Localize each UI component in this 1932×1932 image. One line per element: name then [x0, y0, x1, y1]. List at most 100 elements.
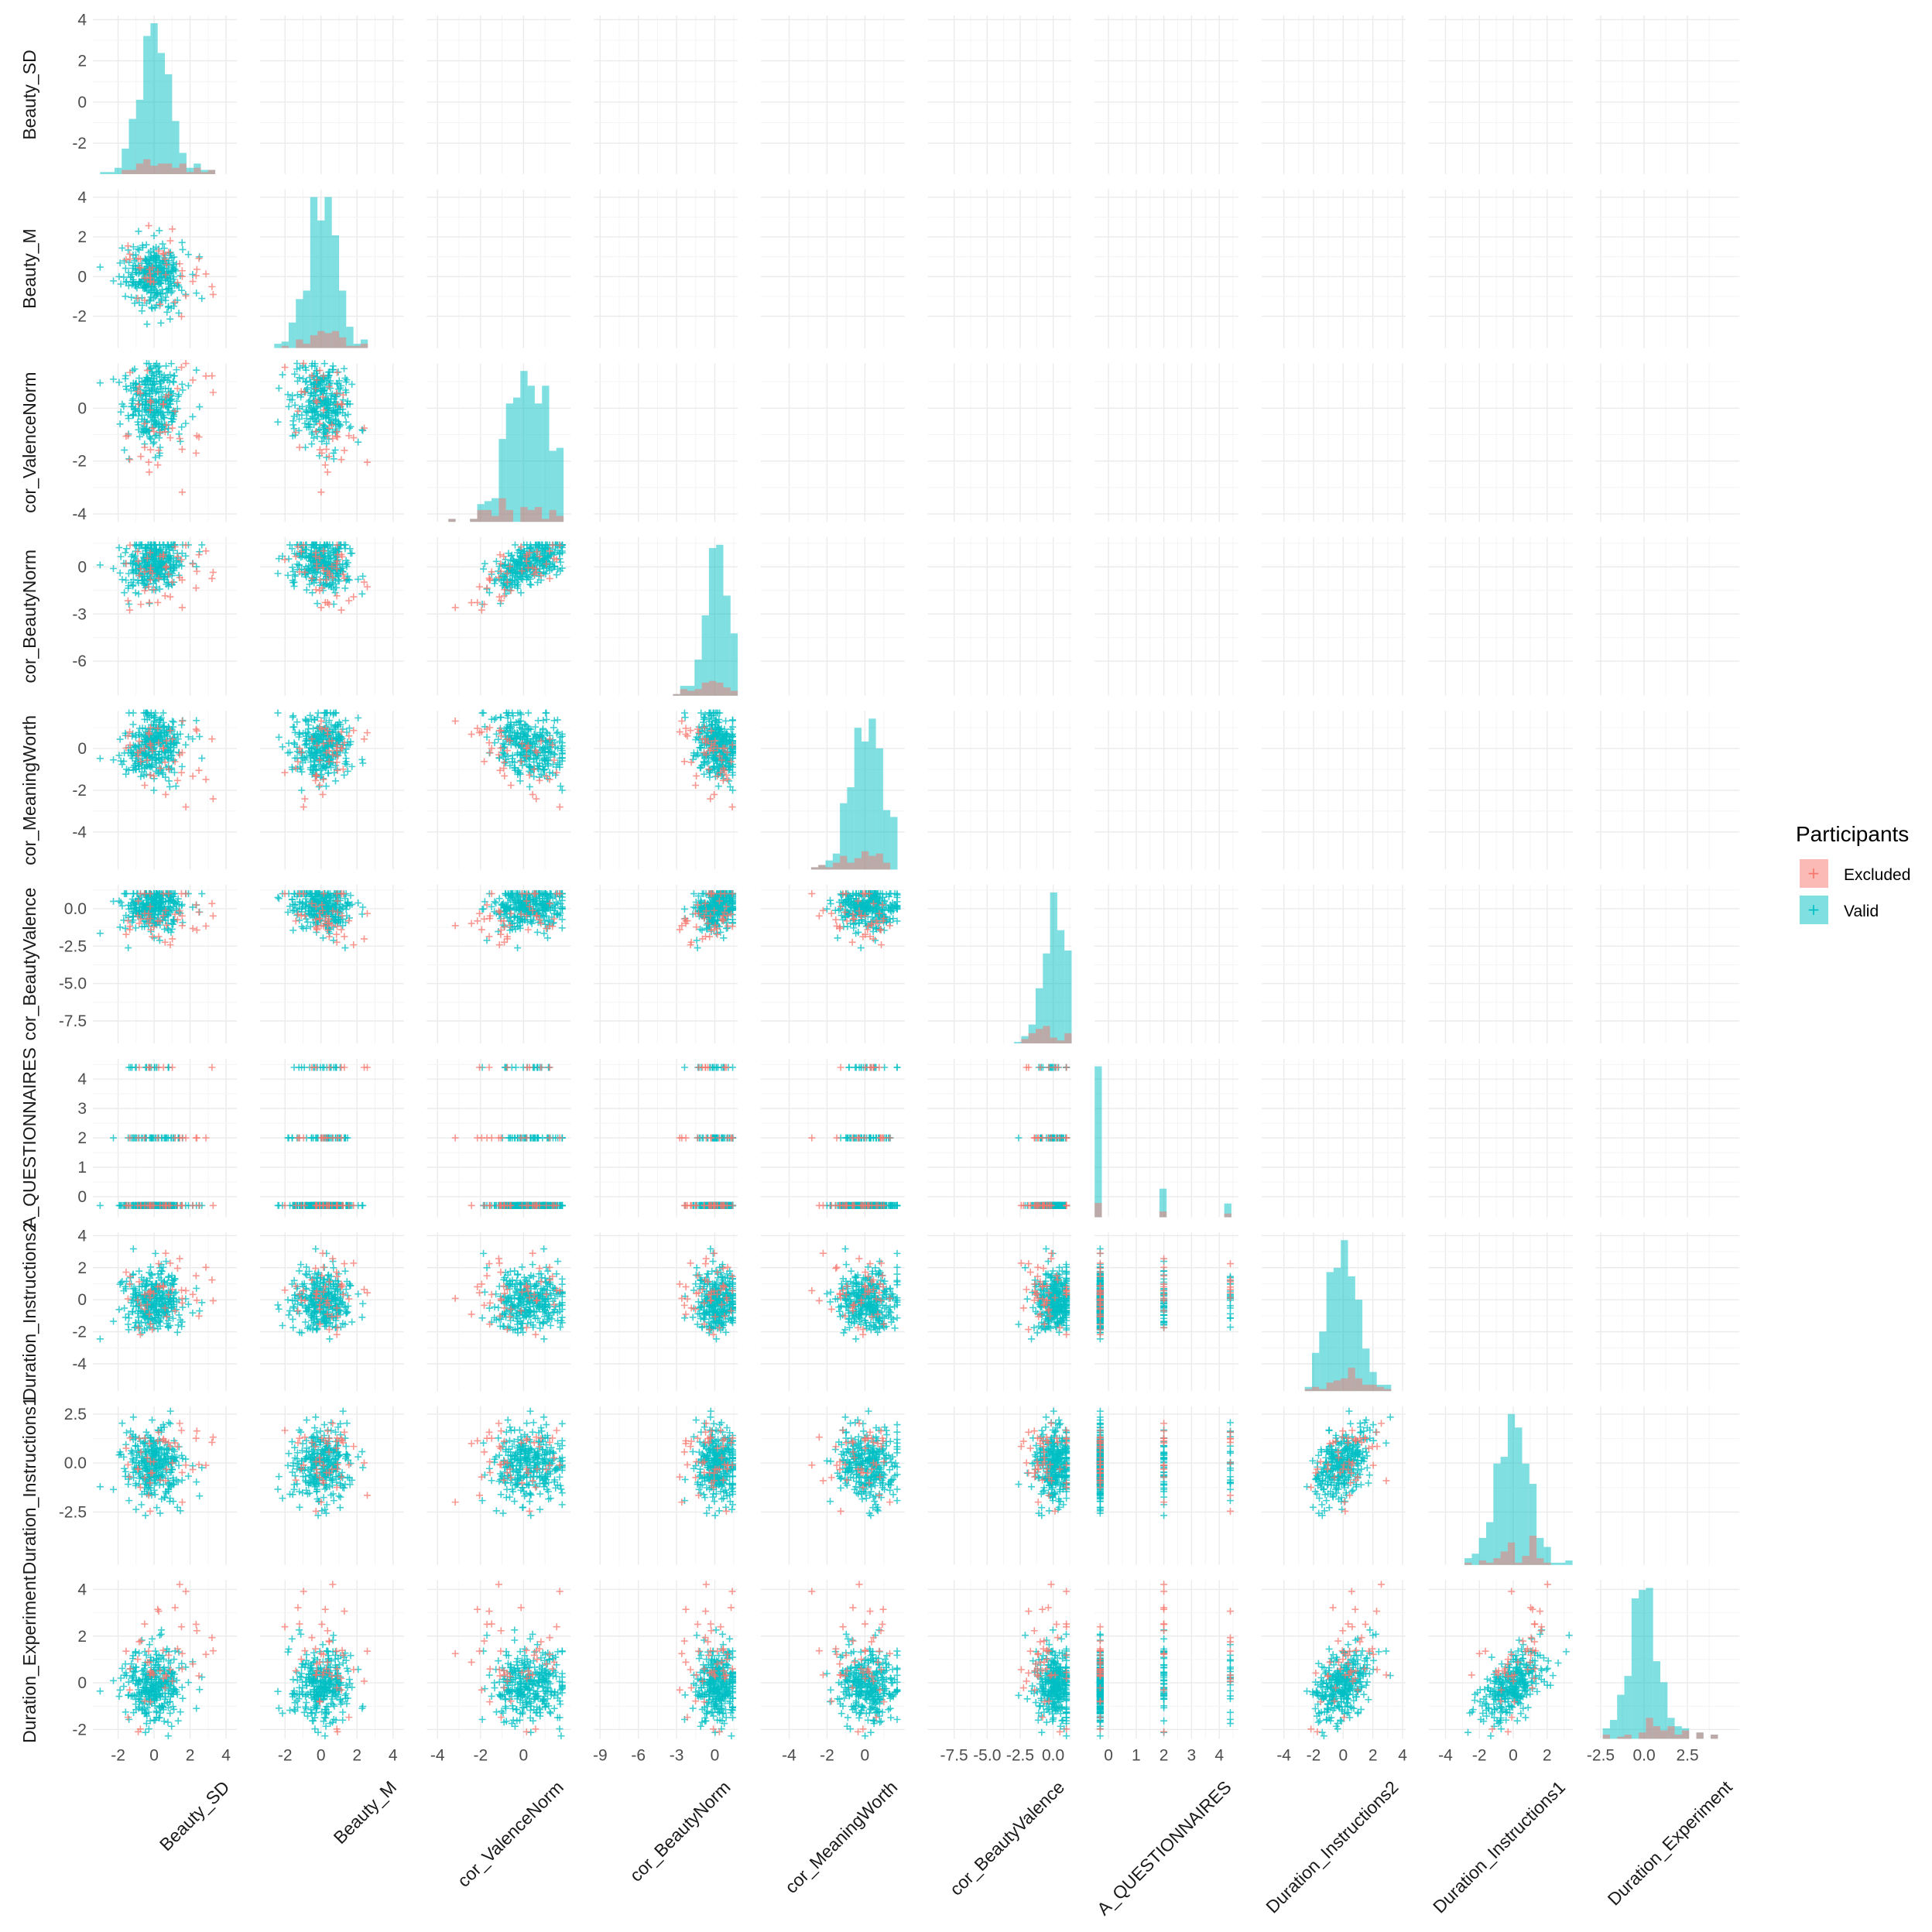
panel-cor_BeautyNorm-vs-cor_BeautyValence: [928, 537, 1072, 696]
point: [128, 403, 135, 410]
hist-bar-excluded: [282, 346, 289, 348]
hist-bar-valid: [129, 119, 136, 174]
point: [122, 293, 128, 300]
point: [208, 283, 215, 290]
point: [193, 289, 200, 296]
point: [162, 592, 169, 599]
panel-Beauty_SD-vs-cor_ValenceNorm: [426, 15, 570, 174]
point: [332, 447, 339, 454]
point: [146, 599, 152, 606]
point: [296, 444, 303, 450]
point: [364, 584, 371, 591]
point: [173, 783, 180, 790]
hist-bar-excluded: [448, 519, 455, 522]
panel-Beauty_M-vs-Duration_Instructions2: [1262, 190, 1406, 348]
point: [194, 568, 200, 575]
point: [179, 488, 186, 495]
hist-bar-valid: [115, 168, 122, 174]
hist-bar-valid: [513, 398, 520, 522]
panel-Beauty_SD-vs-cor_BeautyValence: [928, 15, 1072, 174]
point: [194, 265, 200, 272]
point: [123, 545, 130, 552]
point: [118, 576, 125, 583]
point: [476, 584, 483, 591]
hist-bar-valid: [150, 23, 157, 174]
hist-bar-excluded: [150, 166, 157, 174]
point: [210, 569, 217, 576]
histogram: [100, 23, 215, 174]
point: [126, 607, 133, 614]
point: [275, 570, 282, 577]
hist-bar-valid: [716, 545, 723, 696]
point: [170, 378, 176, 385]
point: [497, 551, 504, 558]
panel-cor_ValenceNorm-vs-cor_MeaningWorth: [761, 363, 905, 522]
point: [208, 372, 215, 379]
point: [182, 420, 189, 426]
point: [553, 571, 560, 578]
point: [193, 450, 200, 457]
hist-bar-excluded: [339, 337, 346, 348]
point: [143, 320, 150, 327]
hist-bar-excluded: [303, 344, 310, 348]
hist-bar-excluded: [731, 690, 738, 695]
point: [276, 385, 283, 392]
point: [193, 367, 200, 374]
point: [128, 294, 135, 301]
point: [210, 389, 217, 396]
point: [313, 586, 320, 593]
point: [127, 542, 134, 549]
point: [125, 598, 132, 605]
hist-bar-valid: [143, 36, 150, 174]
point: [358, 591, 365, 598]
panel-Beauty_M-vs-Duration_Experiment: [1595, 190, 1739, 348]
hist-bar-valid: [535, 403, 542, 522]
pairs-plot: -2024Beauty_SD-2024Beauty_M-4-20cor_Vale…: [0, 0, 1932, 1932]
hist-bar-valid: [506, 403, 513, 522]
points-valid: [97, 541, 205, 608]
point: [196, 255, 203, 262]
panel-Beauty_SD-vs-cor_BeautyNorm: [594, 15, 738, 174]
point: [296, 374, 303, 381]
hist-bar-valid: [324, 197, 331, 348]
point: [198, 295, 205, 302]
hist-bar-excluded: [535, 507, 542, 522]
point: [179, 446, 186, 453]
hist-bar-valid: [165, 74, 172, 174]
point: [110, 565, 117, 572]
panel-grid: -2024Beauty_SD-2024Beauty_M-4-20cor_Vale…: [19, 11, 1739, 1919]
point: [121, 447, 128, 454]
point: [157, 320, 164, 327]
point: [326, 601, 333, 608]
point: [179, 246, 186, 253]
point: [170, 379, 177, 385]
point: [286, 403, 293, 410]
hist-bar-excluded: [709, 681, 716, 696]
point: [341, 365, 348, 372]
point: [321, 360, 328, 367]
hist-bar-excluded: [136, 163, 143, 174]
point: [512, 541, 519, 548]
point: [301, 420, 308, 426]
point: [347, 423, 354, 430]
point: [126, 456, 133, 463]
point: [185, 382, 192, 389]
hist-bar-excluded: [506, 510, 513, 522]
hist-bar-valid: [100, 172, 107, 174]
point: [557, 543, 564, 550]
hist-bar-excluded: [317, 331, 324, 348]
point: [317, 604, 324, 611]
point: [361, 579, 368, 586]
hist-bar-excluded: [687, 690, 694, 695]
hist-bar-excluded: [470, 519, 477, 522]
panel-cor_BeautyNorm-vs-cor_ValenceNorm: [426, 537, 570, 696]
hist-bar-excluded: [158, 163, 165, 174]
hist-bar-excluded: [346, 346, 353, 348]
point: [97, 379, 104, 386]
hist-bar-excluded: [485, 510, 492, 522]
panel-cor_BeautyNorm-vs-cor_BeautyNorm: [594, 537, 738, 696]
panel-cor_ValenceNorm-vs-cor_ValenceNorm: [426, 363, 570, 522]
hist-bar-valid: [136, 100, 143, 174]
point: [196, 403, 203, 410]
point: [163, 309, 170, 316]
